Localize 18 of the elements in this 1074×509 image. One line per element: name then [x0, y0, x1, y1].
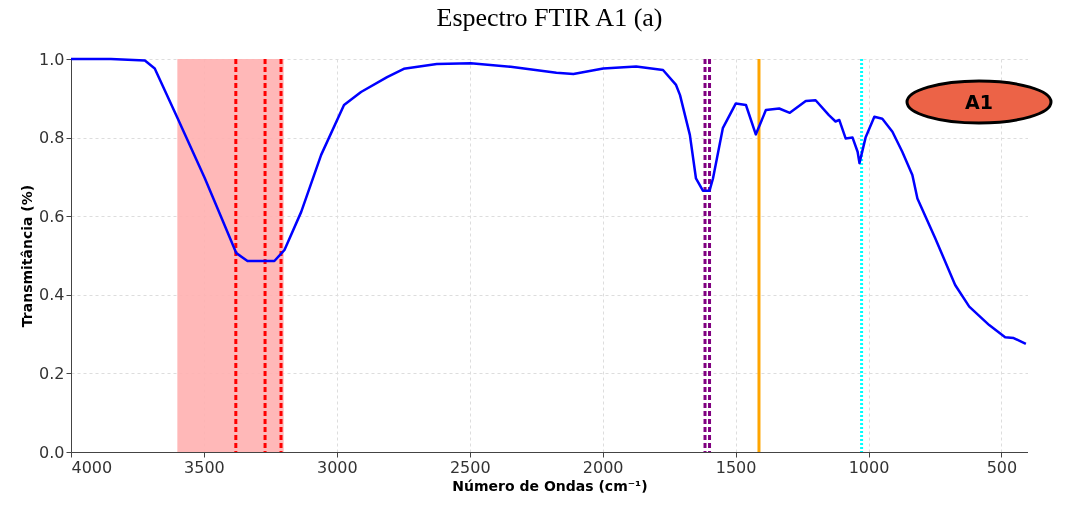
chart-title: Espectro FTIR A1 (a)	[436, 3, 663, 32]
x-tick-label: 1500	[715, 457, 757, 477]
annotation: A1	[965, 91, 993, 113]
x-tick-label: 2000	[582, 457, 624, 477]
y-tick-label: 0.8	[39, 128, 65, 148]
x-tick-label: 1000	[848, 457, 890, 477]
y-axis-title: Transmitância (%)	[19, 184, 36, 328]
x-tick-label: 2500	[449, 457, 491, 477]
x-axis-title: Número de Ondas (cm⁻¹)	[452, 477, 648, 494]
x-tick-label: 3000	[316, 457, 358, 477]
y-tick-label: 1.0	[39, 49, 65, 69]
y-tick-label: 0.2	[39, 363, 65, 383]
x-tick-label: 4000	[71, 457, 113, 477]
y-tick-label: 0.4	[39, 285, 65, 305]
y-tick-label: 0.0	[39, 442, 65, 462]
x-tick-label: 3500	[184, 457, 225, 477]
x-tick-label: 500	[986, 457, 1018, 477]
y-tick-label: 0.6	[39, 206, 65, 226]
